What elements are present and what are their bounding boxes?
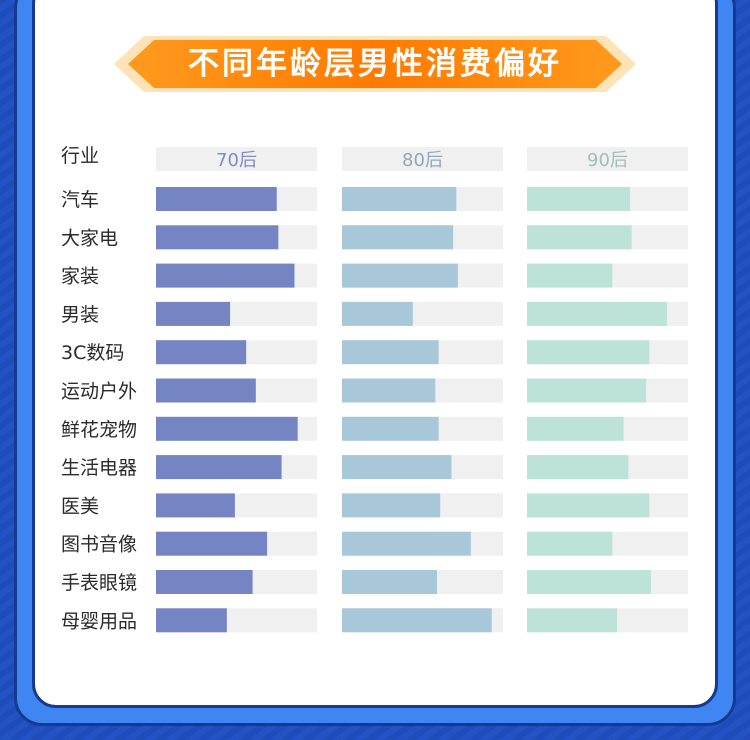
bar bbox=[527, 493, 650, 518]
category-label: 生活电器 bbox=[61, 457, 137, 479]
bar bbox=[527, 263, 613, 288]
bar bbox=[527, 340, 650, 365]
series-header-label: 80后 bbox=[402, 150, 443, 171]
category-label: 手表眼镜 bbox=[61, 572, 137, 594]
bar bbox=[156, 225, 279, 250]
series-header-bg bbox=[342, 147, 503, 171]
category-label: 图书音像 bbox=[61, 534, 137, 556]
bar bbox=[342, 531, 471, 556]
category-label: 家装 bbox=[61, 266, 99, 288]
series-header-bg bbox=[156, 147, 317, 171]
title-banner: 不同年龄层男性消费偏好 bbox=[114, 34, 636, 94]
bar bbox=[527, 570, 651, 594]
bar bbox=[342, 378, 436, 403]
category-label: 运动户外 bbox=[61, 381, 137, 403]
bar bbox=[342, 187, 457, 211]
category-label: 医美 bbox=[61, 495, 99, 517]
bar bbox=[156, 570, 253, 594]
bar bbox=[156, 187, 277, 211]
bar bbox=[156, 493, 235, 518]
chart-title: 不同年龄层男性消费偏好 bbox=[188, 46, 562, 82]
category-label: 汽车 bbox=[61, 189, 99, 211]
bar bbox=[156, 416, 298, 441]
bar bbox=[527, 455, 629, 480]
bar bbox=[527, 301, 668, 326]
bar bbox=[342, 340, 439, 365]
bar bbox=[342, 608, 492, 633]
bar bbox=[156, 378, 256, 403]
bar bbox=[156, 531, 268, 556]
bar bbox=[342, 493, 441, 518]
series-header-bg bbox=[527, 147, 688, 171]
category-label: 母婴用品 bbox=[61, 610, 137, 632]
bar bbox=[342, 263, 458, 288]
bar bbox=[527, 225, 632, 250]
bar bbox=[342, 455, 452, 480]
category-label: 鲜花宠物 bbox=[61, 419, 137, 441]
banner-shape bbox=[114, 36, 636, 92]
category-header: 行业 bbox=[61, 145, 99, 167]
bar bbox=[527, 531, 613, 556]
category-label: 大家电 bbox=[61, 227, 118, 249]
category-label: 3C数码 bbox=[61, 342, 124, 364]
bar bbox=[156, 263, 295, 288]
bar bbox=[527, 608, 618, 633]
category-label: 男装 bbox=[61, 304, 99, 326]
bar bbox=[342, 301, 413, 326]
bar bbox=[527, 187, 631, 211]
bar bbox=[342, 570, 437, 594]
series-header-label: 90后 bbox=[587, 150, 628, 171]
bar bbox=[156, 301, 231, 326]
bar bbox=[527, 378, 647, 403]
bar bbox=[156, 608, 227, 633]
bar bbox=[156, 340, 247, 365]
bar bbox=[527, 416, 624, 441]
bar bbox=[342, 225, 454, 250]
bar bbox=[342, 416, 439, 441]
series-header-label: 70后 bbox=[216, 150, 257, 171]
bar bbox=[156, 455, 282, 480]
